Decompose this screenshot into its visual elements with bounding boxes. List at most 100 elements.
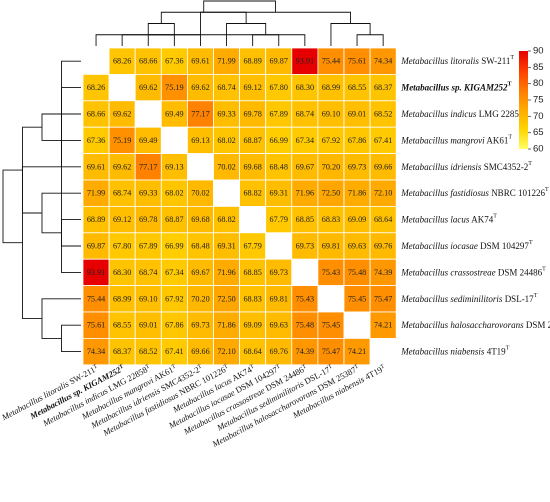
cell-value-label: 75.61 bbox=[87, 321, 105, 330]
colorbar-tick-label: 75 bbox=[533, 95, 544, 106]
heatmap-cell bbox=[108, 232, 136, 260]
cell-value-label: 72.10 bbox=[217, 347, 235, 356]
cell-value-label: 75.48 bbox=[296, 321, 314, 330]
heatmap-cell bbox=[343, 74, 371, 102]
cell-value-label: 75.45 bbox=[348, 294, 366, 303]
cell-value-label: 67.79 bbox=[243, 242, 261, 251]
cell-value-label: 67.89 bbox=[139, 242, 157, 251]
heatmap-cell bbox=[343, 47, 371, 75]
row-label: Metabacillus litoralis SW-211T bbox=[400, 55, 514, 66]
heatmap-cell bbox=[317, 153, 345, 181]
cell-value-label: 69.78 bbox=[243, 110, 261, 119]
heatmap-cell bbox=[134, 47, 162, 75]
cell-value-label: 67.86 bbox=[165, 321, 183, 330]
cell-value-label: 69.49 bbox=[165, 110, 183, 119]
colorbar-tick-label: 90 bbox=[533, 46, 544, 57]
cell-value-label: 75.43 bbox=[322, 268, 340, 277]
heatmap-cell bbox=[160, 337, 188, 366]
cell-value-label: 69.33 bbox=[217, 110, 235, 119]
heatmap-cell bbox=[108, 285, 136, 313]
cell-value-label: 68.87 bbox=[243, 136, 261, 145]
heatmap-cell bbox=[213, 126, 241, 154]
heatmap-cell bbox=[186, 311, 214, 339]
heatmap-cell bbox=[369, 74, 397, 102]
heatmap-cell bbox=[317, 126, 345, 154]
dendrogram-branch bbox=[200, 11, 351, 35]
heatmap-cell bbox=[369, 205, 397, 234]
cell-value-label: 68.30 bbox=[113, 268, 131, 277]
colorbar-tick-label: 85 bbox=[533, 62, 544, 73]
cell-value-label: 68.26 bbox=[87, 83, 105, 92]
cell-value-label: 69.66 bbox=[191, 347, 209, 356]
heatmap-cell bbox=[343, 179, 371, 207]
heatmap-diagonal-cell bbox=[369, 337, 397, 366]
heatmap-cell bbox=[239, 47, 267, 75]
cell-value-label: 69.62 bbox=[191, 83, 209, 92]
cell-value-label: 75.48 bbox=[348, 268, 366, 277]
heatmap-cell bbox=[213, 311, 241, 339]
heatmap-cell bbox=[108, 311, 136, 339]
cell-value-label: 67.89 bbox=[270, 110, 288, 119]
cell-value-label: 68.52 bbox=[374, 110, 392, 119]
cell-value-label: 70.20 bbox=[322, 162, 340, 171]
cell-value-label: 69.62 bbox=[139, 83, 157, 92]
heatmap-cell bbox=[213, 258, 241, 287]
heatmap-cell bbox=[160, 100, 188, 128]
cell-value-label: 68.85 bbox=[296, 215, 314, 224]
heatmap-cell bbox=[213, 337, 241, 366]
heatmap-cell bbox=[343, 205, 371, 234]
colorbar-tick-label: 70 bbox=[533, 111, 544, 122]
dendrogram-branch bbox=[356, 34, 384, 46]
heatmap-cell bbox=[369, 126, 397, 154]
heatmap-diagonal-cell bbox=[265, 232, 293, 260]
heatmap-diagonal-cell bbox=[186, 153, 214, 181]
heatmap-cell bbox=[317, 258, 345, 287]
heatmap-cell bbox=[317, 205, 345, 234]
heatmap-cells: 68.26 68.66 67.36 69.61 71.99 68.89 69.87 93.91… bbox=[82, 47, 397, 366]
heatmap-cell bbox=[186, 47, 214, 75]
heatmap-cell bbox=[369, 153, 397, 181]
cell-value-label: 70.02 bbox=[191, 189, 209, 198]
column-labels: Metabacillus litoralis SW-211TMetabacill… bbox=[0, 363, 386, 449]
heatmap-diagonal-cell bbox=[291, 258, 319, 287]
cell-value-label: 69.12 bbox=[113, 215, 131, 224]
cell-value-label: 68.74 bbox=[217, 83, 235, 92]
heatmap-diagonal-cell bbox=[134, 100, 162, 128]
cell-value-label: 69.73 bbox=[296, 242, 314, 251]
heatmap-cell bbox=[343, 153, 371, 181]
cell-value-label: 71.99 bbox=[217, 57, 235, 66]
cell-value-label: 68.74 bbox=[139, 268, 157, 277]
heatmap-cell bbox=[186, 205, 214, 234]
top-dendrogram bbox=[95, 0, 384, 46]
dendrogram-branch bbox=[22, 166, 62, 320]
cell-value-label: 68.87 bbox=[165, 215, 183, 224]
cell-value-label: 69.09 bbox=[348, 215, 366, 224]
heatmap-cell bbox=[160, 311, 188, 339]
cell-value-label: 74.39 bbox=[296, 347, 314, 356]
cell-value-label: 74.21 bbox=[374, 321, 392, 330]
heatmap-cell bbox=[160, 153, 188, 181]
dendrogram-branch bbox=[61, 219, 81, 247]
heatmap-cell bbox=[265, 74, 293, 102]
cell-value-label: 71.96 bbox=[217, 268, 235, 277]
cell-value-label: 67.79 bbox=[270, 215, 288, 224]
heatmap-diagonal-cell bbox=[239, 205, 267, 234]
cell-value-label: 68.89 bbox=[243, 57, 261, 66]
cell-value-label: 68.66 bbox=[87, 110, 105, 119]
heatmap-cell bbox=[213, 285, 241, 313]
cell-value-label: 68.48 bbox=[191, 242, 209, 251]
row-label: Metabacillus fastidiosus NBRC 101226T bbox=[400, 187, 549, 198]
cell-value-label: 69.76 bbox=[374, 242, 392, 251]
heatmap-cell bbox=[369, 232, 397, 260]
heatmap-cell bbox=[239, 232, 267, 260]
cell-value-label: 69.10 bbox=[139, 294, 157, 303]
cell-value-label: 69.10 bbox=[322, 110, 340, 119]
cell-value-label: 69.31 bbox=[217, 242, 235, 251]
cell-value-label: 69.12 bbox=[243, 83, 261, 92]
heatmap-cell bbox=[160, 179, 188, 207]
heatmap-diagonal-cell bbox=[108, 74, 136, 102]
cell-value-label: 77.17 bbox=[191, 110, 209, 119]
heatmap-cell bbox=[265, 179, 293, 207]
dendrogram-branch bbox=[147, 23, 175, 35]
